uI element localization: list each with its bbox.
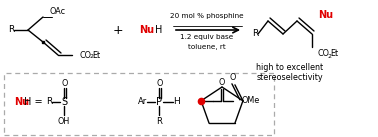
Text: +: + — [113, 24, 123, 36]
Text: 20 mol % phosphine: 20 mol % phosphine — [170, 13, 244, 19]
Text: OH: OH — [58, 116, 70, 125]
Text: 2: 2 — [327, 54, 331, 58]
Text: Nu: Nu — [139, 25, 155, 35]
Text: toluene, rt: toluene, rt — [188, 44, 226, 50]
Text: O: O — [219, 78, 225, 87]
Text: CO: CO — [80, 51, 92, 59]
Text: P: P — [156, 97, 162, 107]
Text: R: R — [46, 98, 52, 106]
Bar — [4, 73, 274, 135]
Text: H =: H = — [24, 97, 43, 107]
Text: Et: Et — [92, 51, 100, 59]
Text: O: O — [62, 79, 68, 88]
Text: R: R — [252, 29, 258, 38]
Text: R: R — [8, 25, 14, 35]
Text: H: H — [155, 25, 163, 35]
Text: H: H — [174, 98, 180, 106]
Text: Et: Et — [330, 49, 338, 58]
Text: stereoselectivity: stereoselectivity — [257, 72, 323, 82]
Text: CO: CO — [318, 49, 330, 58]
Text: OAc: OAc — [50, 8, 66, 16]
Text: Ar: Ar — [138, 98, 147, 106]
Text: O: O — [230, 73, 236, 82]
Text: R: R — [156, 116, 162, 125]
Text: 2: 2 — [89, 55, 93, 59]
Text: S: S — [61, 97, 67, 107]
Text: Nu: Nu — [318, 10, 333, 20]
Text: OMe: OMe — [241, 96, 259, 105]
Text: O: O — [157, 79, 163, 88]
Text: Nu: Nu — [14, 97, 29, 107]
Text: 1.2 equiv base: 1.2 equiv base — [180, 34, 234, 40]
Text: high to excellent: high to excellent — [256, 62, 324, 72]
